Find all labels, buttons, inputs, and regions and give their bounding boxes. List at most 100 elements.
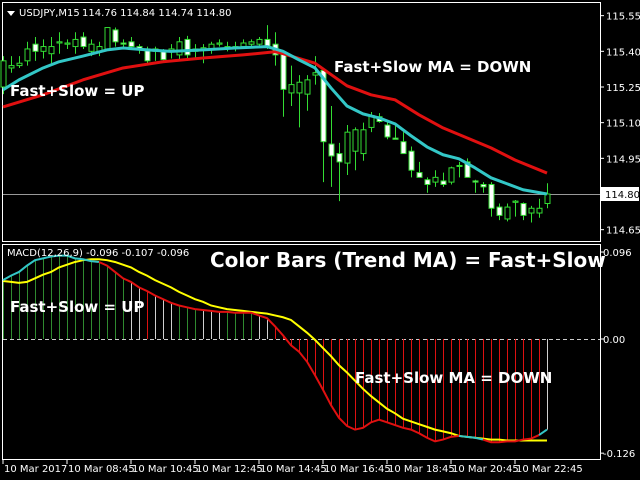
candle (408, 146, 415, 178)
candle (512, 199, 519, 217)
candle (16, 56, 23, 68)
triangle-down-icon[interactable] (7, 11, 15, 16)
candle (184, 35, 191, 61)
macd-lines (2, 254, 548, 444)
bull-body (296, 81, 303, 94)
bull-body (104, 27, 111, 50)
candle (328, 106, 335, 187)
price-tick-label: 114.95 (606, 154, 640, 165)
bull-body (504, 206, 511, 220)
candle (64, 39, 71, 49)
bull-body (544, 193, 551, 205)
candle (320, 69, 327, 183)
candle (528, 205, 535, 223)
bear-body (472, 180, 479, 183)
bull-body (448, 167, 455, 183)
candle (208, 41, 215, 54)
candle (40, 39, 47, 59)
candle (416, 161, 423, 178)
bull-body (176, 41, 183, 56)
candle (448, 166, 455, 185)
bull-body (248, 41, 255, 45)
bull-body (48, 46, 55, 55)
candle (488, 182, 495, 217)
bear-body (480, 183, 487, 188)
candle (96, 41, 103, 57)
candle (176, 37, 183, 61)
bull-body (360, 129, 367, 155)
bull-body (40, 46, 47, 52)
candle (216, 39, 223, 47)
moving-averages (2, 45, 548, 196)
bear-body (392, 137, 399, 140)
bear-body (384, 124, 391, 138)
annotation-price-down: Fast+Slow MA = DOWN (334, 58, 531, 76)
current-price-box (601, 187, 639, 201)
candle (152, 46, 159, 61)
candle (80, 32, 87, 49)
candle (48, 37, 55, 64)
slow-ma-line (2, 50, 548, 175)
time-tick-label: 10 Mar 2017 (4, 464, 67, 475)
macd-line-up (538, 428, 548, 436)
macd-tick-label: 0.096 (603, 248, 632, 259)
time-tick-label: 10 Mar 08:45 (68, 464, 135, 475)
candle (336, 142, 343, 202)
candle (544, 183, 551, 209)
bear-body (520, 203, 527, 216)
time-tick-label: 10 Mar 22:45 (516, 464, 583, 475)
macd-tick-label: -0.126 (603, 449, 635, 460)
bull-body (352, 129, 359, 152)
macd-histogram (3, 255, 548, 443)
candle (296, 75, 303, 128)
candle (480, 182, 487, 193)
bear-body (440, 180, 447, 185)
candle (8, 56, 15, 73)
annotation-price-up: Fast+Slow = UP (10, 82, 144, 100)
price-tick-label: 114.65 (606, 226, 640, 237)
bull-body (216, 42, 223, 45)
candle (112, 27, 119, 47)
candle (400, 132, 407, 155)
bull-body (24, 48, 31, 62)
candle (504, 203, 511, 222)
bull-body (64, 42, 71, 45)
candle (200, 44, 207, 64)
annotation-macd-up: Fast+Slow = UP (10, 298, 144, 316)
bull-body (344, 131, 351, 164)
time-tick-label: 10 Mar 14:45 (260, 464, 327, 475)
macd-axis: 0.096 0.00 -0.126 (600, 248, 635, 460)
candle (280, 53, 287, 117)
bull-body (528, 207, 535, 214)
candle (56, 32, 63, 54)
macd-line-down (98, 261, 460, 443)
time-tick-label: 10 Mar 18:45 (388, 464, 455, 475)
macd-tick-label: 0.00 (603, 335, 625, 346)
candle (128, 37, 135, 49)
annotation-macd-title: Color Bars (Trend MA) = Fast+Slow (210, 248, 606, 272)
ohlc-readout: 114.76 114.84 114.74 114.80 (82, 8, 232, 19)
current-price-label: 114.80 (605, 190, 640, 201)
candle (24, 41, 31, 66)
bull-body (16, 62, 23, 67)
bear-body (424, 179, 431, 185)
candle (304, 75, 311, 111)
bull-body (536, 207, 543, 214)
bear-body (128, 41, 135, 48)
bear-body (120, 42, 127, 45)
candle (104, 27, 111, 50)
candle (536, 198, 543, 218)
candle (432, 170, 439, 187)
bull-body (56, 41, 63, 44)
signal-line (2, 258, 547, 442)
price-tick-label: 115.40 (606, 47, 640, 58)
bull-body (88, 43, 95, 52)
bear-body (400, 141, 407, 155)
bull-body (72, 38, 79, 48)
annotation-macd-down: Fast+Slow MA = DOWN (355, 369, 552, 387)
candle (72, 32, 79, 54)
candle (288, 65, 295, 107)
price-tick-label: 115.25 (606, 83, 640, 94)
